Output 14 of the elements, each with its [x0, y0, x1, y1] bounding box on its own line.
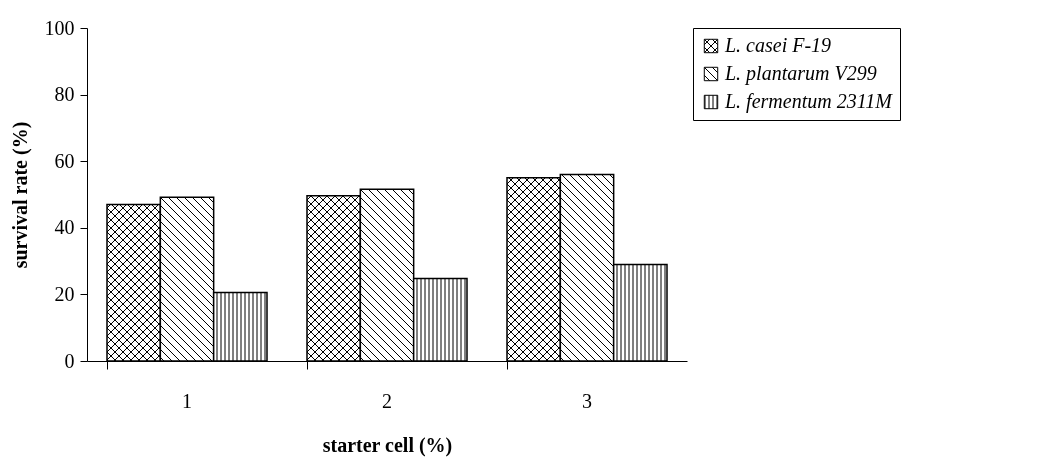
y-tick-label: 80 [54, 83, 75, 106]
y-tick-label: 60 [54, 149, 75, 172]
x-tick-label: 2 [382, 389, 392, 412]
legend-label: L. casei F-19 [724, 34, 832, 56]
x-axis-title: starter cell (%) [322, 433, 453, 457]
y-tick-label: 40 [54, 216, 75, 239]
legend-label: L. plantarum V299 [724, 62, 877, 85]
y-tick-label: 0 [64, 349, 75, 372]
y-axis-title: survival rate (%) [8, 121, 32, 269]
x-tick-label: 1 [182, 389, 192, 412]
y-tick-label: 100 [44, 16, 75, 39]
y-tick-label: 20 [54, 282, 75, 305]
legend-label: L. fermentum 2311M [724, 90, 894, 113]
x-tick-label: 3 [582, 389, 592, 412]
